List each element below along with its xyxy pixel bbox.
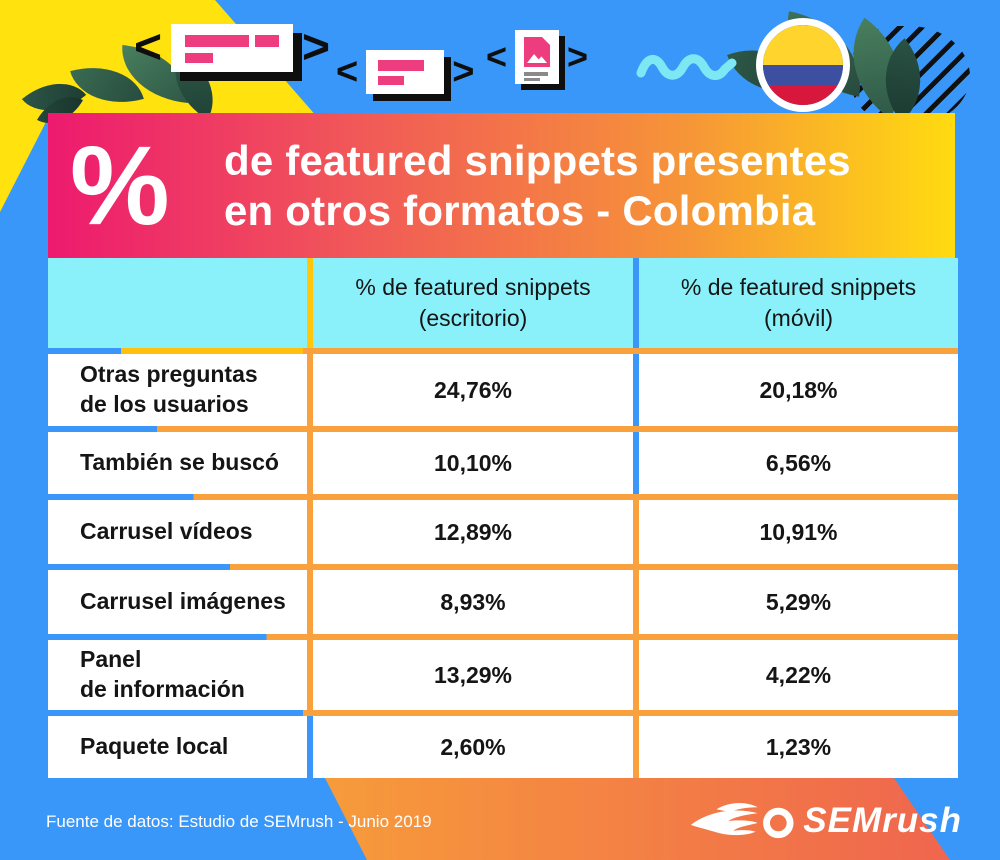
document-image-icon [524,37,551,67]
header-mobile-column: % de featured snippets (móvil) [633,258,958,348]
header-empty-cell [48,258,307,348]
table-row: Carrusel imágenes 8,93% 5,29% [48,570,958,634]
flag-blue-stripe [763,65,843,85]
data-source-text: Fuente de datos: Estudio de SEMrush - Ju… [46,812,432,831]
desktop-value: 24,76% [307,354,633,426]
angle-bracket-open-icon: < [486,36,508,77]
angle-bracket-open-icon: < [134,21,163,74]
desktop-value: 10,10% [307,432,633,494]
text-bar-decoration [185,53,214,63]
text-bar-decoration [185,35,250,47]
data-table: % de featured snippets (escritorio) % de… [48,258,958,778]
row-label: Panel de información [80,646,245,702]
image-snippet-tag: < > [486,30,588,84]
desktop-value: 12,89% [307,500,633,564]
text-bar-decoration [378,60,425,71]
table-row: Panel de información 13,29% 4,22% [48,640,958,710]
flag-red-stripe [763,85,843,105]
mobile-value: 10,91% [633,500,958,564]
table-header-row: % de featured snippets (escritorio) % de… [48,258,958,348]
text-bar-decoration [524,72,549,76]
desktop-value: 2,60% [307,716,633,778]
desktop-value: 8,93% [307,570,633,634]
code-snippet-tag: < > [134,24,330,72]
text-bar-decoration [524,78,541,81]
row-divider [48,426,958,432]
desktop-value: 13,29% [307,640,633,710]
row-label: Otras preguntas de los usuarios [80,361,258,417]
mobile-value: 4,22% [633,640,958,710]
table-row: También se buscó 10,10% 6,56% [48,432,958,494]
percent-symbol: % [70,122,170,248]
semrush-logo-text: SEMrush [803,801,962,840]
angle-bracket-close-icon: > [302,21,331,74]
mobile-value: 1,23% [633,716,958,778]
row-divider [48,494,958,500]
semrush-flame-icon [691,803,794,839]
row-divider [48,348,958,354]
mobile-value: 20,18% [633,354,958,426]
angle-bracket-close-icon: > [567,36,589,77]
table-row: Otras preguntas de los usuarios 24,76% 2… [48,354,958,426]
squiggle-icon [636,48,748,91]
mobile-value: 6,56% [633,432,958,494]
angle-bracket-close-icon: > [452,51,475,93]
row-divider [48,710,958,716]
semrush-logo: SEMrush [687,798,962,844]
row-label: Carrusel imágenes [80,588,286,615]
angle-bracket-open-icon: < [336,51,359,93]
mountain-glyph-icon [527,54,548,63]
snippet-card [171,24,294,72]
row-label: Carrusel vídeos [80,518,253,545]
page-fold-icon [542,37,551,45]
title-banner: % de featured snippets presentes en otro… [48,113,955,258]
table-row: Carrusel vídeos 12,89% 10,91% [48,500,958,564]
row-divider [48,634,958,640]
title-line-1: de featured snippets presentes [224,136,851,184]
text-bar-decoration [255,35,280,47]
row-divider [48,564,958,570]
table-row: Paquete local 2,60% 1,23% [48,716,958,778]
page-title: de featured snippets presentes en otros … [224,136,851,236]
text-bar-decoration [378,76,405,85]
document-card [515,30,560,84]
flag-yellow-stripe [763,25,843,65]
row-label: Paquete local [80,733,229,760]
header-desktop-column: % de featured snippets (escritorio) [307,258,633,348]
title-line-2: en otros formatos - Colombia [224,186,816,234]
snippet-card [366,50,445,94]
code-snippet-tag: < > [336,50,474,94]
row-label: También se buscó [80,449,279,476]
mobile-value: 5,29% [633,570,958,634]
colombia-flag-icon [756,18,850,112]
footer-orange-band [325,778,950,860]
